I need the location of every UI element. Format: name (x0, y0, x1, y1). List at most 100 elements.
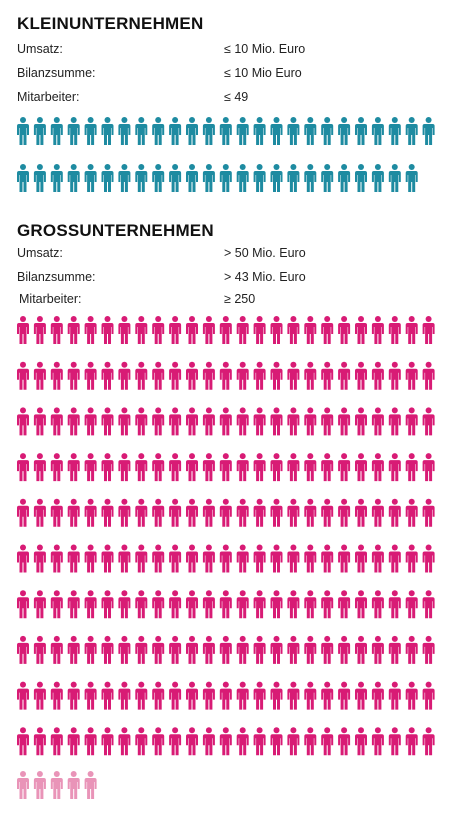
person-icon (355, 117, 367, 145)
person-icon (84, 117, 97, 145)
small-employees-value: ≤ 49 (224, 90, 249, 104)
person-icon (287, 681, 300, 710)
person-icon (135, 407, 148, 436)
person-icon-light (17, 771, 29, 799)
person-icon (169, 727, 182, 756)
person-icon (118, 453, 131, 482)
person-icon (67, 453, 80, 482)
person-icon (236, 164, 249, 192)
person-icon (388, 453, 401, 482)
person-icon (287, 635, 300, 664)
person-icon (422, 316, 435, 344)
person-icon (287, 164, 300, 192)
person-icon (236, 407, 249, 436)
person-icon (50, 316, 63, 344)
person-icon (118, 164, 131, 192)
person-icon (270, 635, 283, 664)
person-icon (17, 407, 29, 436)
person-icon (388, 727, 401, 756)
person-icon (169, 590, 182, 619)
person-icon (33, 361, 46, 390)
person-icon (253, 117, 266, 145)
person-icon (33, 635, 46, 664)
person-icon (186, 635, 198, 664)
person-icon (236, 727, 249, 756)
person-icon (388, 164, 401, 192)
person-icon (388, 590, 401, 619)
person-icon (270, 164, 283, 192)
person-icon (388, 635, 401, 664)
person-icon (17, 453, 29, 482)
person-icon (321, 316, 334, 344)
person-icon (84, 407, 97, 436)
person-icon (202, 681, 215, 710)
person-icon (84, 453, 97, 482)
person-icon (50, 117, 63, 145)
person-icon (422, 727, 435, 756)
person-icon (50, 681, 63, 710)
person-icon (338, 544, 351, 573)
person-icon (101, 453, 114, 482)
person-icon (17, 681, 29, 710)
person-icon-light (50, 771, 63, 799)
person-icon (304, 681, 317, 710)
person-icon (186, 498, 198, 527)
person-icon (67, 635, 80, 664)
person-icon (253, 164, 266, 192)
person-icon (371, 544, 384, 573)
large-employees-value: ≥ 250 (224, 292, 256, 306)
person-icon (17, 544, 29, 573)
person-icon (355, 407, 367, 436)
person-icon (287, 727, 300, 756)
person-icon (17, 361, 29, 390)
person-icon (202, 164, 215, 192)
person-icon (371, 361, 384, 390)
person-icon (101, 681, 114, 710)
person-icon (270, 117, 283, 145)
person-icon (371, 117, 384, 145)
person-icon (405, 590, 418, 619)
person-icon (371, 727, 384, 756)
person-icon (321, 544, 334, 573)
person-icon (236, 498, 249, 527)
person-icon (355, 727, 367, 756)
large-balance-value: > 43 Mio. Euro (224, 270, 306, 284)
person-icon (17, 117, 29, 145)
person-icon (17, 316, 29, 344)
person-icon (253, 544, 266, 573)
person-icon (304, 407, 317, 436)
person-icon (33, 164, 46, 192)
person-icon (219, 635, 232, 664)
person-icon (50, 544, 63, 573)
person-icon (152, 727, 165, 756)
person-icon (118, 544, 131, 573)
person-icon (236, 681, 249, 710)
person-icon (405, 681, 418, 710)
person-icon (371, 590, 384, 619)
person-icon (186, 681, 198, 710)
person-icon (101, 164, 114, 192)
person-icon (270, 681, 283, 710)
person-icon (253, 635, 266, 664)
person-icon (219, 727, 232, 756)
person-icon (371, 453, 384, 482)
person-icon (253, 498, 266, 527)
person-icon (405, 453, 418, 482)
person-icon (388, 544, 401, 573)
person-icon (287, 361, 300, 390)
person-icon (304, 316, 317, 344)
small-enterprise-title: KLEINUNTERNEHMEN (17, 14, 204, 33)
person-icon (219, 498, 232, 527)
person-icon (169, 361, 182, 390)
person-icon (304, 635, 317, 664)
person-icon (253, 453, 266, 482)
person-icon (405, 407, 418, 436)
person-icon (321, 361, 334, 390)
person-icon (236, 453, 249, 482)
person-icon (33, 727, 46, 756)
person-icon (152, 164, 165, 192)
person-icon (253, 361, 266, 390)
person-icon (50, 635, 63, 664)
person-icon (101, 727, 114, 756)
person-icon (50, 407, 63, 436)
